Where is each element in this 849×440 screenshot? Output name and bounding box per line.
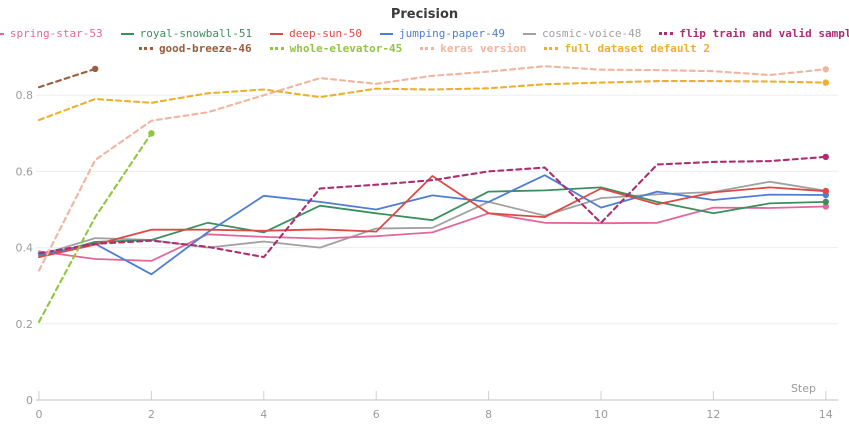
series-line-keras-version — [37, 65, 827, 272]
series-endpoint-deep-sun-50 — [822, 188, 829, 195]
y-tick-label: 0 — [26, 394, 33, 407]
dashed-line-swatch-icon — [420, 47, 435, 50]
series-line-flip-train-and-valid-sample — [37, 155, 827, 259]
legend-item-full-dataset-default-2[interactable]: full dataset default 2 — [544, 42, 710, 55]
legend-item-keras-version[interactable]: keras version — [420, 42, 526, 55]
solid-line-swatch-icon — [0, 32, 4, 35]
legend-label: royal-snowball-51 — [139, 27, 253, 40]
legend-label: full dataset default 2 — [564, 42, 711, 55]
legend-row-1: spring-star-53 royal-snowball-51 deep-sun-… — [0, 26, 849, 41]
legend-item-flip-train-and-valid-sample[interactable]: flip train and valid sample — [659, 27, 849, 40]
legend-label: jumping-paper-49 — [399, 27, 505, 40]
legend-item-spring-star-53[interactable]: spring-star-53 — [0, 27, 103, 40]
solid-line-swatch-icon — [270, 32, 284, 35]
y-tick-label: 0.6 — [16, 165, 34, 178]
series-line-full-dataset-default-2 — [37, 80, 827, 122]
series-line-royal-snowball-51 — [38, 186, 827, 259]
x-tick-label: 14 — [819, 408, 833, 421]
legend-item-deep-sun-50[interactable]: deep-sun-50 — [270, 27, 362, 40]
solid-line-swatch-icon — [523, 32, 536, 35]
legend-label: keras version — [440, 42, 527, 55]
series-line-good-breeze-46 — [37, 67, 97, 89]
dashed-line-swatch-icon — [544, 47, 559, 50]
y-tick-label: 0.8 — [16, 89, 34, 102]
legend-item-whole-elevator-45[interactable]: whole-elevator-45 — [269, 42, 403, 55]
legend-label: good-breeze-46 — [158, 42, 252, 55]
legend-item-good-breeze-46[interactable]: good-breeze-46 — [138, 42, 252, 55]
series-endpoint-spring-star-53 — [822, 203, 829, 210]
x-tick-label: 6 — [373, 408, 380, 421]
y-tick-label: 0.4 — [16, 242, 34, 255]
series-endpoint-whole-elevator-45 — [148, 130, 155, 137]
series-endpoint-full-dataset-default-2 — [822, 79, 829, 86]
series-line-deep-sun-50 — [38, 175, 827, 259]
series-line-whole-elevator-45 — [37, 132, 153, 323]
legend-row-2: good-breeze-46 whole-elevator-45 keras ver… — [0, 41, 849, 56]
x-tick-label: 10 — [594, 408, 608, 421]
series-endpoint-good-breeze-46 — [92, 65, 99, 73]
series-endpoint-royal-snowball-51 — [822, 198, 829, 206]
dashed-line-swatch-icon — [659, 32, 674, 35]
x-tick-label: 12 — [706, 408, 720, 421]
legend-label: whole-elevator-45 — [289, 42, 403, 55]
series-endpoint-keras-version — [822, 66, 829, 73]
series-line-spring-star-53 — [38, 205, 827, 262]
y-tick-label: 0.2 — [16, 318, 34, 331]
dashed-line-swatch-icon — [269, 47, 284, 50]
legend-label: cosmic-voice-48 — [542, 27, 642, 40]
chart-title: Precision — [390, 7, 459, 22]
legend-label: deep-sun-50 — [289, 27, 363, 40]
x-tick-label: 8 — [485, 408, 492, 421]
series-endpoint-flip-train-and-valid-sample — [822, 153, 829, 161]
series-line-cosmic-voice-48 — [38, 180, 827, 257]
x-tick-label: 4 — [260, 408, 267, 421]
dashed-line-swatch-icon — [138, 47, 153, 50]
solid-line-swatch-icon — [380, 32, 394, 35]
legend-item-cosmic-voice-48[interactable]: cosmic-voice-48 — [523, 27, 641, 40]
legend-item-royal-snowball-51[interactable]: royal-snowball-51 — [120, 27, 253, 40]
legend-label: flip train and valid sample — [679, 27, 849, 40]
x-axis-title: Step — [791, 382, 816, 395]
x-tick-label: 0 — [36, 408, 43, 421]
solid-line-swatch-icon — [120, 32, 134, 35]
series-line-jumping-paper-49 — [38, 174, 827, 276]
legend-label: spring-star-53 — [9, 27, 103, 40]
chart-legend: spring-star-53 royal-snowball-51 deep-sun-… — [0, 26, 849, 56]
legend-item-jumping-paper-49[interactable]: jumping-paper-49 — [380, 27, 505, 40]
x-tick-label: 2 — [148, 408, 155, 421]
